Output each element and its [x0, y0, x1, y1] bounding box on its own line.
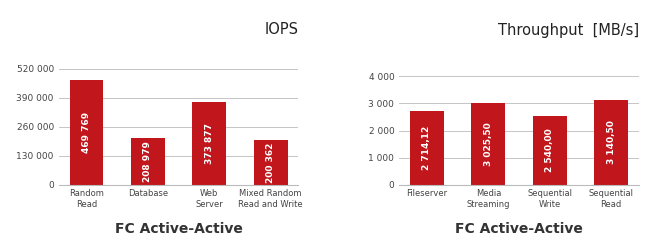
X-axis label: FC Active-Active: FC Active-Active [455, 222, 583, 236]
Bar [410, 111, 444, 185]
Bar [533, 116, 567, 185]
Bar [254, 140, 288, 185]
X-axis label: FC Active-Active: FC Active-Active [115, 222, 243, 236]
Text: 3 025,50: 3 025,50 [484, 122, 493, 166]
Text: 2 540,00: 2 540,00 [545, 128, 554, 172]
Text: 200 362: 200 362 [266, 142, 275, 183]
Bar [70, 80, 104, 185]
Bar [471, 103, 505, 185]
Bar [192, 102, 226, 185]
Text: 469 769: 469 769 [82, 112, 91, 153]
Bar [131, 138, 165, 185]
Text: 208 979: 208 979 [143, 141, 153, 182]
Text: Throughput  [MB/s]: Throughput [MB/s] [498, 22, 639, 38]
Text: 373 877: 373 877 [205, 123, 214, 164]
Text: 2 714,12: 2 714,12 [422, 126, 432, 170]
Bar [594, 100, 628, 185]
Text: IOPS: IOPS [265, 22, 299, 38]
Text: 3 140,50: 3 140,50 [606, 120, 615, 164]
